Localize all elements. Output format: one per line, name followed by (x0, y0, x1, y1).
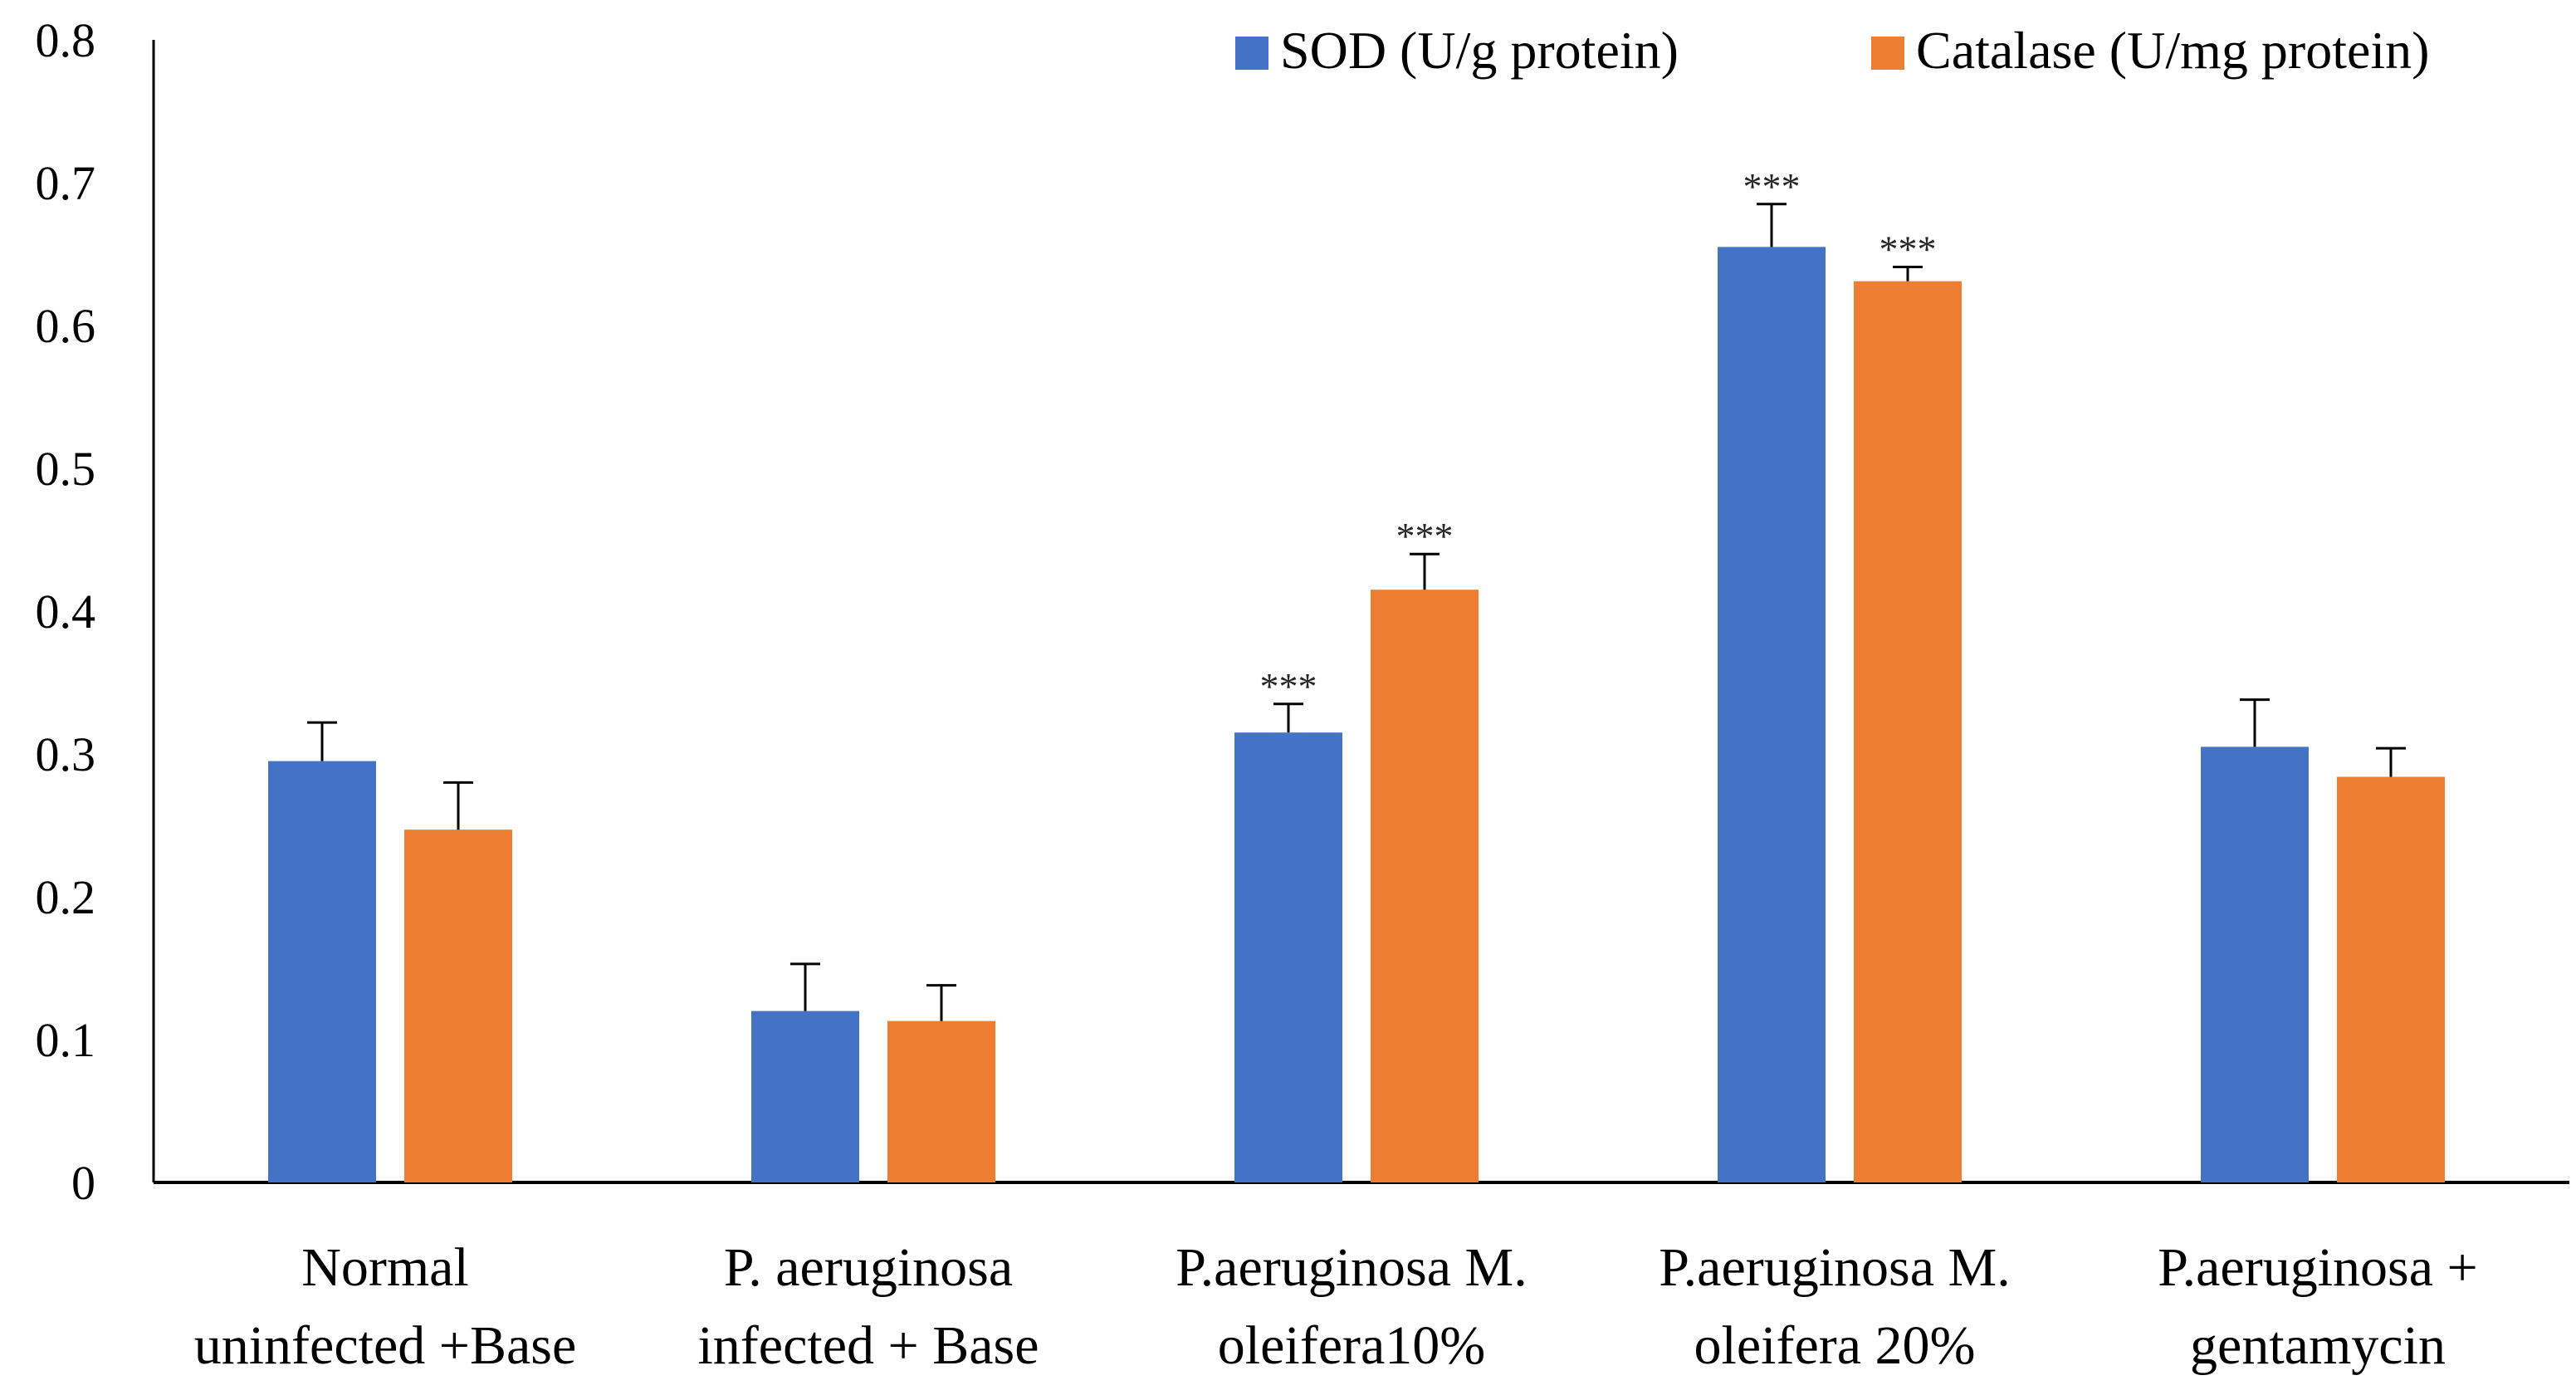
y-tick-label: 0.2 (36, 870, 96, 924)
category-label: P. aeruginosa (724, 1237, 1013, 1298)
bar (1234, 732, 1342, 1182)
legend-swatch (1871, 37, 1904, 70)
bar (2337, 776, 2445, 1182)
category-label: oleifera10% (1218, 1315, 1486, 1376)
category-label: infected + Base (697, 1315, 1039, 1376)
bar (268, 761, 376, 1182)
legend-swatch (1235, 37, 1268, 70)
category-label: Normal (301, 1237, 469, 1298)
category-label: P.aeruginosa M. (1176, 1237, 1527, 1298)
bar (2201, 746, 2309, 1182)
legend: SOD (U/g protein) Catalase (U/mg protein) (1235, 21, 2429, 80)
y-tick-label: 0.8 (36, 13, 96, 67)
bar (887, 1021, 995, 1182)
y-tick-label: 0.1 (36, 1013, 96, 1067)
significance-label: *** (1879, 228, 1937, 270)
significance-label: *** (1743, 165, 1801, 208)
legend-label: Catalase (U/mg protein) (1916, 21, 2429, 80)
y-tick-label: 0.3 (36, 727, 96, 781)
category-label: oleifera 20% (1694, 1315, 1976, 1376)
category-label: gentamycin (2190, 1315, 2446, 1376)
legend-label: SOD (U/g protein) (1280, 21, 1679, 80)
bars: *** *** *** *** (268, 165, 2445, 1183)
category-label: uninfected +Base (194, 1315, 577, 1376)
y-tick-label: 0.5 (36, 442, 96, 496)
bar (1854, 281, 1962, 1183)
bar (751, 1011, 859, 1182)
y-tick-label: 0.7 (36, 156, 96, 210)
y-ticks: 0 0.1 0.2 0.3 0.4 0.5 0.6 0.7 0.8 (36, 13, 96, 1210)
significance-label: *** (1260, 665, 1317, 707)
category-label: P.aeruginosa M. (1659, 1237, 2010, 1298)
category-labels: Normal uninfected +Base P. aeruginosa infec… (194, 1237, 2478, 1376)
y-tick-label: 0.4 (36, 585, 96, 639)
bar (1371, 590, 1479, 1182)
axes (152, 40, 2569, 1184)
significance-label: *** (1396, 515, 1454, 557)
bar (404, 830, 512, 1182)
category-label: P.aeruginosa + (2158, 1237, 2478, 1298)
bar (1718, 247, 1826, 1182)
y-tick-label: 0.6 (36, 299, 96, 353)
y-tick-label: 0 (71, 1156, 95, 1210)
